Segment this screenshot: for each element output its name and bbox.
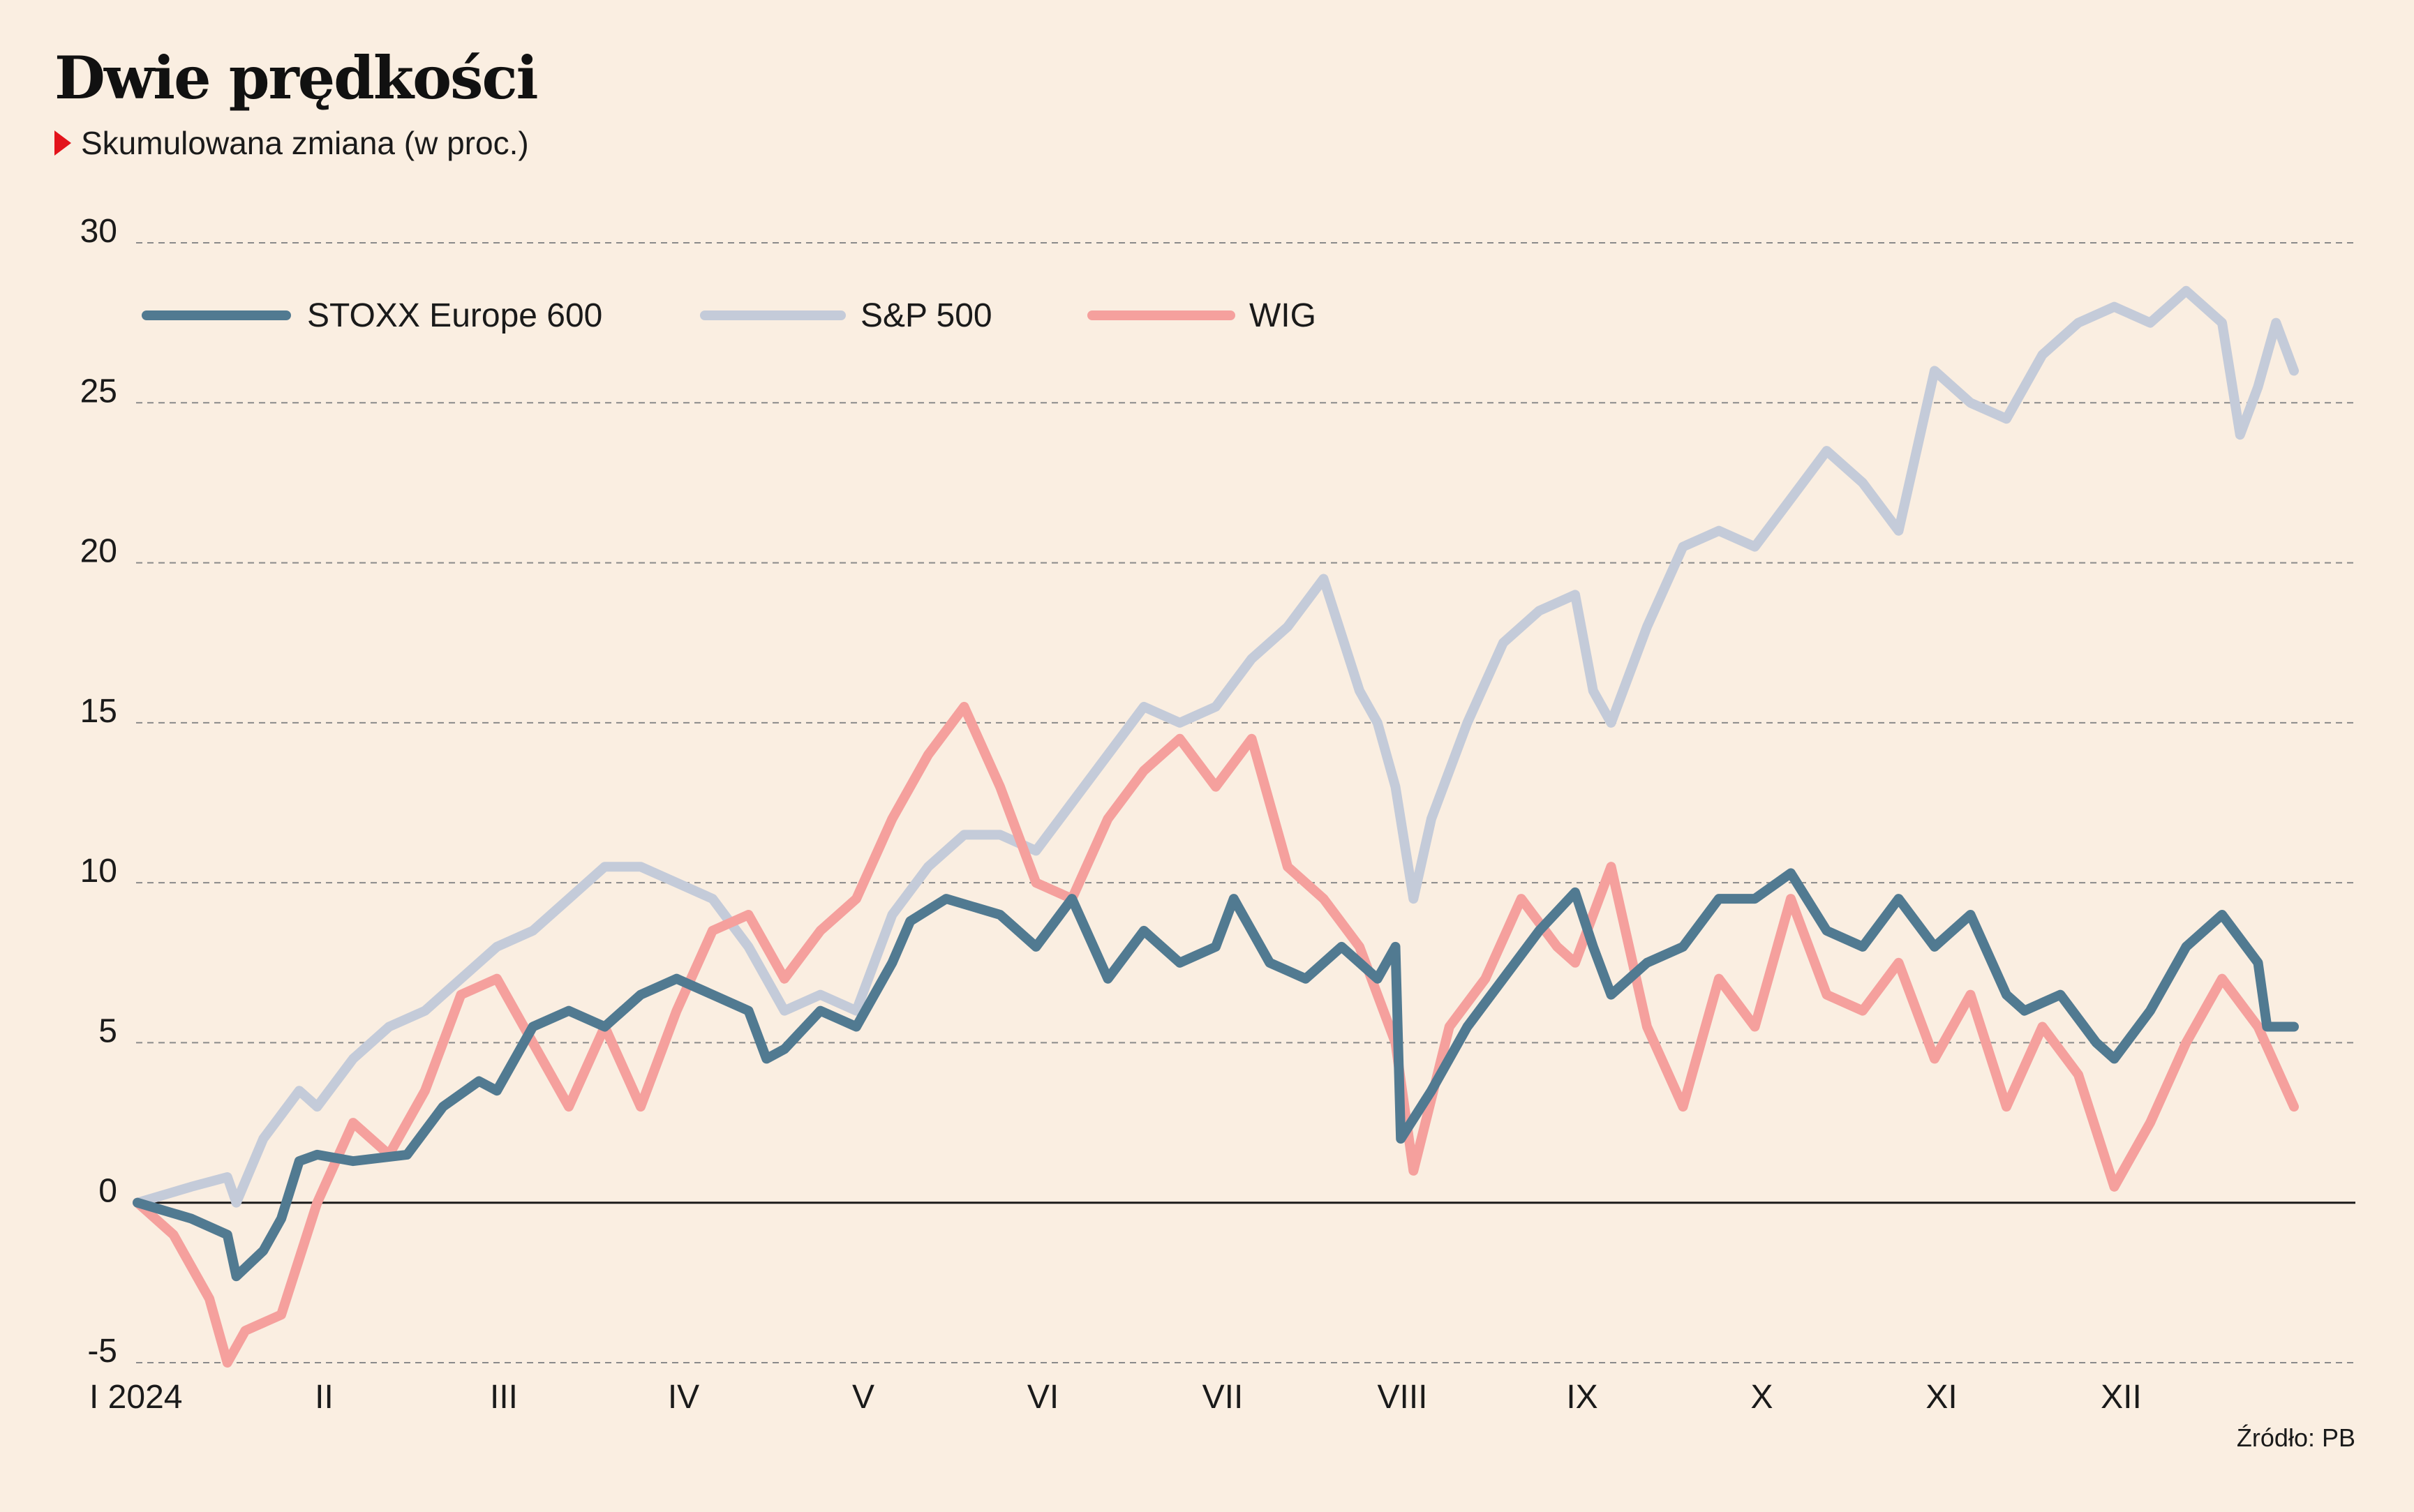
x-tick-label: VII (1202, 1379, 1244, 1416)
source-note: Źródło: PB (2236, 1423, 2355, 1452)
x-tick-label: V (852, 1379, 874, 1416)
legend-label: WIG (1249, 297, 1316, 334)
x-tick-label: IV (668, 1379, 699, 1416)
subtitle-text: Skumulowana zmiana (w proc.) (81, 125, 529, 161)
x-tick-label: X (1750, 1379, 1773, 1416)
triangle-marker-icon (54, 130, 71, 156)
x-tick-label: VI (1027, 1379, 1059, 1416)
x-tick-label: XII (2101, 1379, 2142, 1416)
x-tick-label: II (315, 1379, 334, 1416)
legend-label: S&P 500 (860, 297, 992, 334)
grid-lines (136, 242, 2355, 1363)
x-axis-ticks: I 2024 II III IV V VI VII VIII IX X XI XII (89, 1379, 2142, 1416)
chart-title: Dwie prędkości (54, 43, 538, 112)
x-tick-label: IX (1566, 1379, 1597, 1416)
series-line-stoxx-europe-600 (133, 868, 2299, 1282)
series-line-wig (133, 701, 2299, 1368)
y-tick-label: 5 (98, 1012, 117, 1049)
y-tick-label: 10 (80, 853, 117, 890)
y-tick-label: 15 (80, 693, 117, 730)
y-tick-label: 0 (98, 1173, 117, 1210)
x-tick-label: III (490, 1379, 518, 1416)
series-line-s-p-500 (133, 285, 2299, 1208)
series-lines (133, 285, 2299, 1368)
chart-subtitle: Skumulowana zmiana (w proc.) (54, 124, 529, 162)
y-tick-label: -5 (87, 1333, 117, 1370)
x-tick-label: I 2024 (89, 1379, 182, 1416)
x-tick-label: XI (1925, 1379, 1957, 1416)
x-tick-label: VIII (1377, 1379, 1427, 1416)
legend-label: STOXX Europe 600 (307, 297, 602, 334)
y-tick-label: 30 (80, 213, 117, 250)
y-axis-ticks: 30 25 20 15 10 5 0 -5 (80, 213, 117, 1370)
y-tick-label: 25 (80, 373, 117, 410)
legend: STOXX Europe 600 S&P 500 WIG (142, 297, 1316, 334)
y-tick-label: 20 (80, 533, 117, 570)
